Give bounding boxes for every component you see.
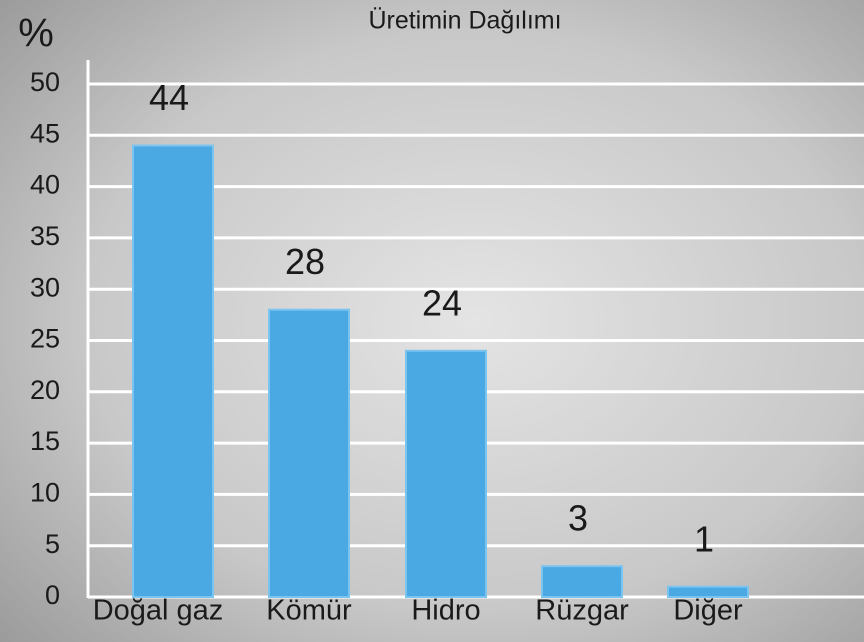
y-tick-label: 40 <box>30 170 60 200</box>
value-label: 24 <box>422 282 462 323</box>
value-label: 44 <box>149 77 189 118</box>
y-tick-label: 10 <box>30 478 60 508</box>
x-tick-label: Hidro <box>411 595 480 627</box>
bar <box>541 565 623 598</box>
x-tick-label: Doğal gaz <box>93 595 224 627</box>
bar <box>405 349 487 599</box>
x-tick-label: Diğer <box>673 595 743 627</box>
bar <box>132 144 214 598</box>
y-tick-label: 45 <box>30 118 60 148</box>
x-tick-label: Kömür <box>266 595 352 627</box>
value-label: 3 <box>568 498 588 539</box>
y-axis-label: % <box>18 12 54 56</box>
bar <box>268 308 350 598</box>
y-tick-label: 0 <box>45 580 60 610</box>
y-tick-label: 5 <box>45 529 60 559</box>
y-tick-label: 50 <box>30 67 60 97</box>
value-label: 28 <box>285 241 325 282</box>
y-tick-label: 30 <box>30 272 60 302</box>
y-tick-label: 35 <box>30 221 60 251</box>
value-label: 1 <box>694 518 714 559</box>
y-tick-label: 25 <box>30 324 60 354</box>
y-tick-label: 20 <box>30 375 60 405</box>
y-tick-label: 15 <box>30 426 60 456</box>
x-tick-label: Rüzgar <box>535 595 629 627</box>
chart-title: Üretimin Dağılımı <box>368 7 561 35</box>
bar <box>667 585 749 598</box>
